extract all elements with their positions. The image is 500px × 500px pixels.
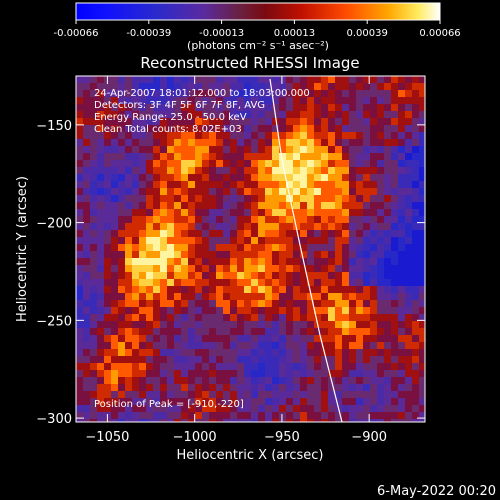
y-axis-ticks: −150 −200 −250 −300 xyxy=(36,119,425,427)
colorbar-tick-label: 0.00039 xyxy=(347,28,388,39)
colorbar-tick-label: -0.00013 xyxy=(199,28,244,39)
x-tick-label: −950 xyxy=(264,430,300,445)
info-text: 24-Apr-2007 18:01:12.000 to 18:03:00.000… xyxy=(94,88,310,135)
x-axis-ticks: −1050 −1000 −950 −900 xyxy=(85,76,387,445)
y-axis-label: Heliocentric Y (arcsec) xyxy=(15,176,30,322)
colorbar-tick-label: 0.00066 xyxy=(419,28,460,39)
colorbar: -0.00066 -0.00039 -0.00013 0.00013 0.00039 0.… xyxy=(54,2,461,52)
footer-date: 6-May-2022 00:20 xyxy=(377,484,496,499)
y-tick-label: −200 xyxy=(36,217,72,232)
info-line-clean: Clean Total counts: 8.02E+03 xyxy=(94,124,242,135)
y-tick-label: −150 xyxy=(36,119,72,134)
x-tick-label: −1000 xyxy=(173,430,217,445)
x-axis-label: Heliocentric X (arcsec) xyxy=(177,448,324,463)
y-tick-label: −300 xyxy=(36,412,72,427)
colorbar-tick-label: -0.00039 xyxy=(126,28,171,39)
colorbar-ticks: -0.00066 -0.00039 -0.00013 0.00013 0.00039 0.… xyxy=(54,20,461,39)
info-line-energy: Energy Range: 25.0 - 50.0 keV xyxy=(94,112,247,123)
x-tick-label: −1050 xyxy=(85,430,129,445)
info-line-time: 24-Apr-2007 18:01:12.000 to 18:03:00.000 xyxy=(94,88,310,99)
image-title: Reconstructed RHESSI Image xyxy=(140,54,359,72)
x-tick-label: −900 xyxy=(351,430,387,445)
colorbar-tick-label: -0.00066 xyxy=(54,28,99,39)
solar-limb-line xyxy=(269,78,343,422)
colorbar-tick-label: 0.00013 xyxy=(274,28,315,39)
image-plot: 24-Apr-2007 18:01:12.000 to 18:03:00.000… xyxy=(36,75,426,445)
peak-position-text: Position of Peak = [-910,-220] xyxy=(94,399,244,410)
plot-frame xyxy=(75,75,426,423)
info-line-detectors: Detectors: 3F 4F 5F 6F 7F 8F, AVG xyxy=(94,100,265,111)
colorbar-units: (photons cm⁻² s⁻¹ asec⁻²) xyxy=(187,39,329,52)
colorbar-gradient xyxy=(75,2,441,21)
y-tick-label: −250 xyxy=(36,314,72,329)
